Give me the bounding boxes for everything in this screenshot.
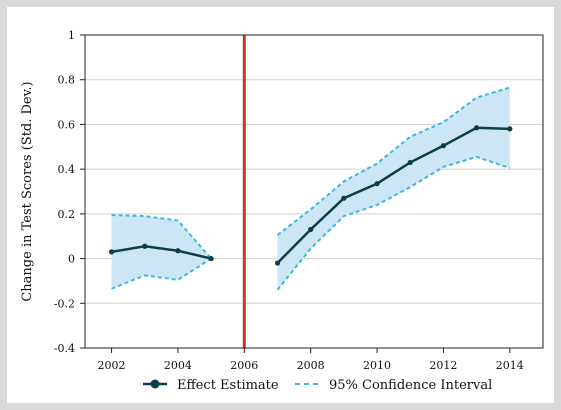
legend-estimate-dot (150, 379, 160, 389)
estimate-point (507, 126, 513, 132)
estimate-points (108, 125, 513, 266)
y-tick-label: 1 (68, 29, 75, 42)
y-tick-label: 0.4 (58, 163, 76, 176)
estimate-point (274, 260, 281, 266)
confidence-bands (111, 87, 510, 290)
legend-label-estimate: Effect Estimate (177, 378, 279, 393)
estimate-point (208, 255, 214, 262)
estimate-point (440, 143, 447, 149)
estimate-point (374, 181, 380, 187)
effect-estimate-line (276, 126, 510, 264)
estimate-point (341, 195, 347, 201)
x-tick-label: 2014 (496, 359, 524, 372)
y-axis-title: Change in Test Scores (Std. Dev.) (20, 81, 35, 301)
x-tick-label: 2008 (297, 359, 325, 372)
confidence-lines (111, 86, 511, 291)
ci-lower-line (276, 155, 511, 291)
estimate-point (407, 159, 413, 166)
y-tick-label: 0.6 (58, 118, 76, 131)
legend: Effect Estimate 95% Confidence Interval (143, 378, 492, 393)
effect-estimate-line (111, 245, 212, 260)
y-tick-label: -0.2 (54, 297, 75, 310)
x-tick-label: 2006 (230, 359, 258, 372)
estimate-point (108, 249, 115, 255)
estimate-point (175, 248, 181, 254)
ci-upper-line (276, 86, 511, 236)
plot-border (84, 34, 544, 349)
legend-label-ci: 95% Confidence Interval (329, 378, 492, 393)
x-tick-label: 2012 (429, 359, 457, 372)
y-tick-label: 0.8 (58, 74, 76, 87)
ci-lower-line (111, 257, 212, 290)
x-axis-ticks: 2002 2004 2006 2008 2010 2012 2014 (98, 348, 524, 372)
y-tick-label: 0 (68, 253, 75, 266)
chart-svg: -0.4-0.200.20.40.60.81 2002 2004 2006 2008 2… (20, 29, 544, 393)
y-tick-label: 0.2 (58, 208, 76, 221)
estimate-lines (111, 126, 510, 264)
confidence-band (277, 87, 510, 290)
x-tick-label: 2002 (98, 359, 126, 372)
x-tick-label: 2004 (164, 359, 192, 372)
estimate-point (142, 243, 148, 249)
estimate-point (474, 125, 480, 131)
x-tick-label: 2010 (363, 359, 391, 372)
confidence-band (111, 214, 212, 289)
y-tick-label: -0.4 (54, 342, 75, 355)
ci-upper-line (111, 213, 212, 260)
grid-lines (85, 34, 543, 349)
estimate-point (308, 226, 314, 233)
y-axis-ticks: -0.4 -0.2 0 0.2 0.4 0.6 0.8 1 (54, 29, 85, 355)
chart-frame: -0.4 -0.2 0 0.2 0.4 0.6 0.8 1 2002 2004 2006 2008 2… (7, 7, 554, 403)
